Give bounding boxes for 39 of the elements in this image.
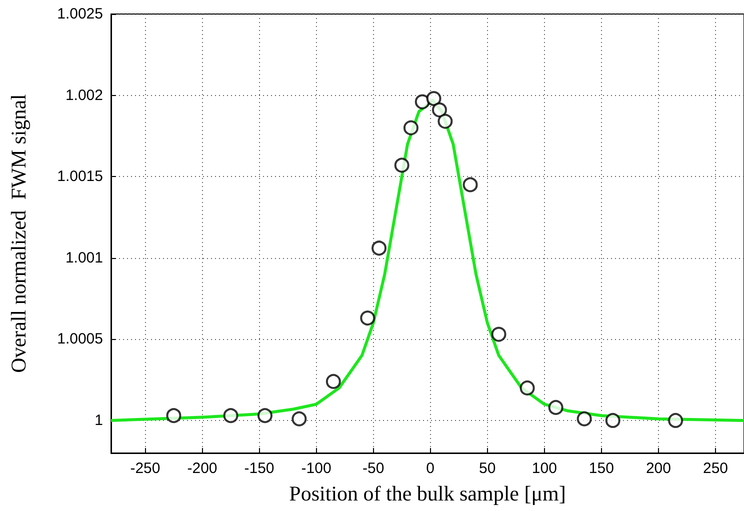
point bbox=[462, 177, 478, 192]
point bbox=[668, 412, 684, 428]
y-tick-label: 1.002 bbox=[65, 86, 103, 104]
point bbox=[605, 412, 620, 428]
y-tick-label: 1.0015 bbox=[57, 168, 103, 186]
point bbox=[491, 326, 506, 342]
point bbox=[223, 408, 238, 424]
point bbox=[432, 102, 447, 118]
point bbox=[520, 380, 535, 396]
point bbox=[166, 408, 182, 424]
point bbox=[257, 408, 272, 424]
point bbox=[426, 91, 442, 106]
x-tick-label: 200 bbox=[646, 460, 671, 477]
x-tick-label: 250 bbox=[702, 460, 728, 477]
x-tick-label: 150 bbox=[588, 460, 614, 477]
y-tick-label: 1.0005 bbox=[57, 330, 103, 348]
point bbox=[438, 114, 453, 129]
point bbox=[360, 310, 376, 326]
x-tick-label: 50 bbox=[479, 460, 496, 477]
point bbox=[326, 374, 341, 389]
point bbox=[403, 120, 418, 136]
x-tick-label: -100 bbox=[301, 460, 332, 477]
x-axis-title: Position of the bulk sample [μm] bbox=[289, 482, 566, 506]
point bbox=[548, 400, 564, 415]
point bbox=[372, 240, 387, 256]
y-tick-label: 1.0025 bbox=[57, 6, 103, 22]
point bbox=[414, 94, 430, 110]
x-tick-label: 0 bbox=[426, 460, 435, 477]
y-axis-title: Overall normalized FWM signal bbox=[6, 94, 30, 373]
point bbox=[394, 158, 410, 173]
x-tick-label: -50 bbox=[362, 460, 384, 477]
x-tick-label: -150 bbox=[244, 460, 274, 477]
x-tick-label: -200 bbox=[187, 460, 218, 477]
x-tick-label: -250 bbox=[130, 460, 160, 477]
point bbox=[576, 411, 592, 426]
point bbox=[292, 411, 307, 426]
y-tick-label: 1.001 bbox=[65, 249, 103, 266]
y-tick-label: 1 bbox=[94, 412, 103, 429]
x-tick-label: 100 bbox=[532, 460, 557, 477]
